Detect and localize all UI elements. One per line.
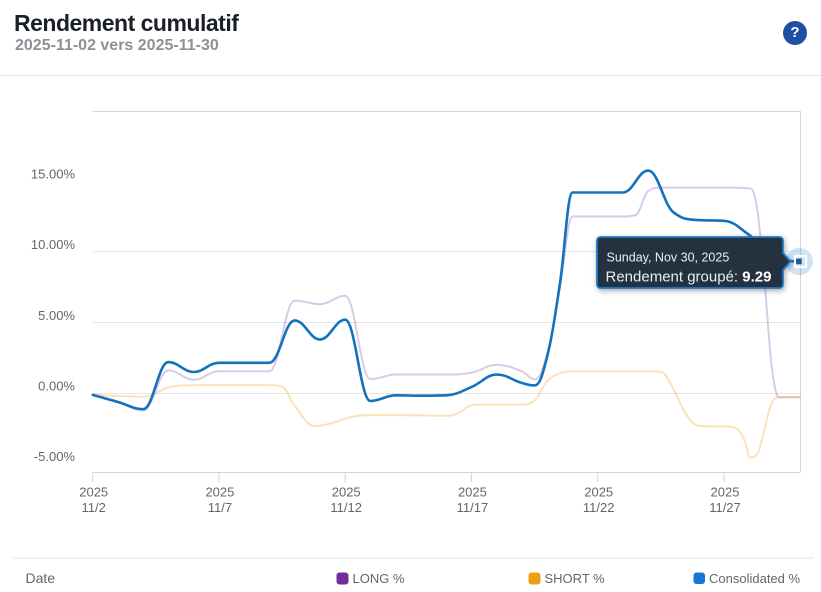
svg-text:10.00%: 10.00% bbox=[31, 237, 76, 252]
svg-text:Rendement groupé: 9.29: Rendement groupé: 9.29 bbox=[606, 269, 772, 286]
svg-text:11/27: 11/27 bbox=[709, 500, 741, 515]
svg-text:Sunday, Nov 30, 2025: Sunday, Nov 30, 2025 bbox=[607, 251, 730, 265]
svg-text:Consolidated %: Consolidated % bbox=[709, 571, 800, 586]
svg-text:SHORT %: SHORT % bbox=[545, 571, 606, 586]
svg-text:Date: Date bbox=[26, 570, 56, 586]
svg-text:11/7: 11/7 bbox=[208, 500, 232, 515]
svg-text:0.00%: 0.00% bbox=[38, 379, 75, 394]
svg-text:15.00%: 15.00% bbox=[31, 167, 76, 182]
svg-text:LONG %: LONG % bbox=[353, 571, 405, 586]
svg-text:2025: 2025 bbox=[79, 485, 108, 500]
svg-text:2025: 2025 bbox=[711, 485, 740, 500]
svg-text:11/22: 11/22 bbox=[583, 500, 615, 515]
svg-text:11/17: 11/17 bbox=[457, 500, 489, 515]
svg-text:2025: 2025 bbox=[332, 485, 361, 500]
svg-text:-5.00%: -5.00% bbox=[34, 449, 76, 464]
svg-text:5.00%: 5.00% bbox=[38, 308, 75, 323]
svg-text:2025: 2025 bbox=[205, 485, 234, 500]
svg-text:2025: 2025 bbox=[458, 485, 487, 500]
svg-text:11/12: 11/12 bbox=[330, 500, 362, 515]
svg-text:2025: 2025 bbox=[584, 485, 613, 500]
svg-text:11/2: 11/2 bbox=[82, 500, 106, 515]
